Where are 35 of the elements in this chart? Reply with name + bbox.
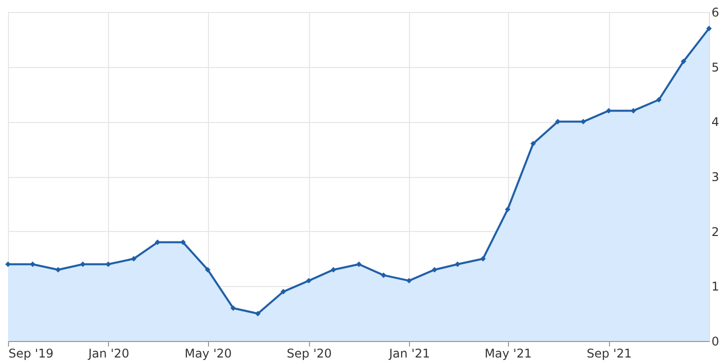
point [504, 206, 510, 212]
x-tick-label: Sep '20 [286, 346, 332, 360]
point [330, 266, 336, 272]
point [255, 310, 261, 316]
point [454, 261, 460, 267]
point [606, 108, 612, 114]
point [432, 266, 438, 272]
point [656, 96, 662, 102]
point [306, 278, 312, 284]
x-tick-label: May '21 [484, 346, 532, 360]
point [106, 261, 111, 267]
point [230, 305, 236, 311]
y-tick-label: 0 [712, 334, 720, 348]
y-tick-label: 1 [712, 280, 720, 294]
x-tick-label: Sep '21 [586, 346, 632, 360]
point [580, 118, 586, 124]
y-tick-label: 3 [712, 170, 720, 184]
point [356, 261, 362, 267]
point [680, 58, 686, 64]
point [55, 266, 61, 272]
x-tick-label: Jan '20 [87, 346, 130, 360]
x-tick-label: Jan '21 [388, 346, 430, 360]
y-tick-label: 6 [712, 6, 720, 20]
point [280, 288, 286, 294]
x-tick-label: Sep '19 [8, 346, 54, 360]
point [380, 272, 386, 278]
x-tick-label: May '20 [184, 346, 232, 360]
y-tick-label: 2 [712, 224, 720, 239]
point [204, 266, 210, 272]
y-tick-label: 5 [712, 60, 720, 74]
point [530, 140, 536, 146]
point [406, 278, 412, 284]
point [706, 26, 712, 32]
point [130, 256, 136, 262]
y-tick-label: 4 [712, 115, 720, 130]
